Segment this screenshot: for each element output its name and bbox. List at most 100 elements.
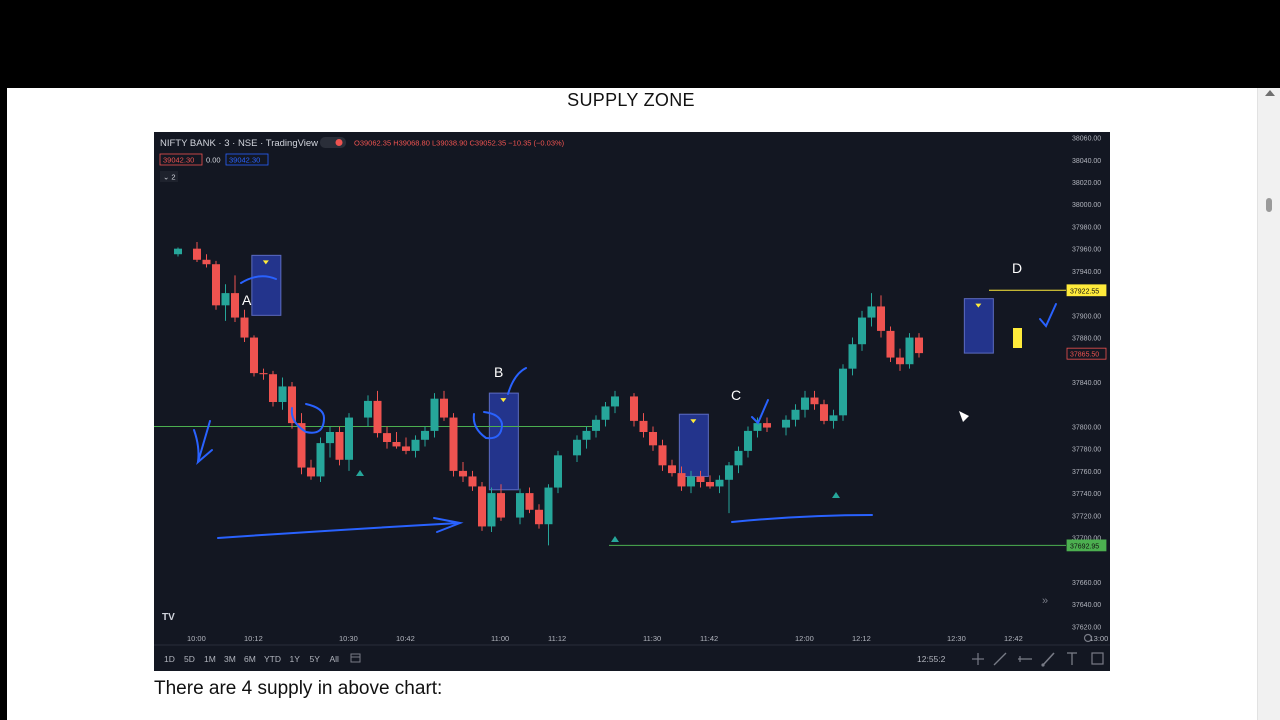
right-arrow-annotation	[217, 522, 460, 539]
settings-gear-icon[interactable]	[1083, 633, 1093, 643]
candle-body	[753, 423, 762, 431]
page-scrollbar[interactable]	[1257, 88, 1280, 720]
zone-markers	[262, 260, 1022, 542]
candle-body	[658, 445, 667, 466]
candle-body	[820, 404, 828, 421]
candle-body	[212, 264, 220, 306]
candle-body	[554, 455, 562, 488]
fullscreen-icon[interactable]	[1091, 652, 1104, 665]
candle-body	[269, 374, 277, 402]
candle-body	[259, 373, 268, 375]
scroll-up-arrow-icon[interactable]	[1265, 90, 1275, 96]
range-button-ytd[interactable]: YTD	[264, 654, 281, 664]
supply-zone-a[interactable]	[251, 254, 282, 316]
annotations: A B C D	[193, 260, 1057, 539]
range-button-5y[interactable]: 5Y	[310, 654, 321, 664]
time-tick-label: 11:30	[643, 634, 661, 643]
candle-body	[858, 317, 866, 345]
candle-body	[364, 400, 372, 418]
candle-body	[763, 423, 771, 428]
candle-body	[582, 430, 591, 440]
range-button-3m[interactable]: 3M	[224, 654, 236, 664]
candle-body	[402, 446, 410, 451]
price-tick-label: 37880.00	[1072, 336, 1101, 343]
supply-zone-c[interactable]	[678, 413, 709, 477]
price-tick-label: 37620.00	[1072, 624, 1101, 631]
video-top-bar	[0, 0, 1280, 88]
candle-body	[411, 439, 420, 451]
range-button-1y[interactable]: 1Y	[290, 654, 301, 664]
candle-body	[468, 476, 477, 487]
crosshair-icon[interactable]	[972, 653, 984, 665]
calendar-icon[interactable]	[350, 653, 361, 663]
candle-body	[886, 330, 895, 358]
tradingview-chart[interactable]: NIFTY BANK · 3 · NSE · TradingView O3906…	[154, 132, 1110, 671]
price-tick-label: 37640.00	[1072, 602, 1101, 609]
candle-body	[744, 430, 752, 451]
scroll-right-icon[interactable]: »	[1042, 595, 1048, 607]
collapse-button[interactable]	[160, 171, 178, 182]
price-tick-label: 37960.00	[1072, 247, 1101, 254]
candle-body	[782, 419, 790, 428]
candle-body	[487, 493, 496, 527]
price-tick-label: 37840.00	[1072, 380, 1101, 387]
candle-body	[915, 337, 923, 354]
brush-icon[interactable]	[1041, 652, 1055, 667]
price-tick-label: 37760.00	[1072, 469, 1101, 476]
time-tick-label: 12:00	[795, 634, 814, 643]
price-label-box	[1066, 539, 1107, 552]
price-label: 37922.55	[1070, 288, 1099, 295]
candle-body	[288, 386, 296, 424]
time-tick-label: 11:42	[700, 634, 718, 643]
candlestick-chart-svg[interactable]: NIFTY BANK · 3 · NSE · TradingView O3906…	[154, 132, 1110, 671]
zone-label-c: C	[731, 387, 741, 403]
candle-body	[525, 493, 534, 510]
candle-body	[316, 443, 325, 477]
candle-body	[829, 415, 838, 421]
candle-body	[839, 368, 847, 416]
candle-body	[601, 406, 610, 420]
candle-body	[573, 439, 581, 456]
price-label: 37865.50	[1070, 352, 1099, 359]
svg-text:»: »	[1042, 595, 1048, 607]
candle-body	[174, 248, 182, 255]
range-button-6m[interactable]: 6M	[244, 654, 256, 664]
range-button-5d[interactable]: 5D	[184, 654, 195, 664]
clock-label: 12:55:2	[917, 654, 946, 664]
range-button-1d[interactable]: 1D	[164, 654, 175, 664]
candle-body	[611, 396, 619, 407]
candle-body	[240, 317, 249, 338]
buy-price-box[interactable]	[225, 153, 269, 166]
price-tick-label: 37800.00	[1072, 424, 1101, 431]
supply-zones	[251, 254, 994, 491]
horizontal-line-icon[interactable]	[1018, 656, 1032, 662]
candle-body	[649, 432, 657, 446]
candle-body	[193, 248, 201, 260]
candle-body	[639, 420, 648, 432]
candle-body	[696, 476, 705, 482]
range-button-all[interactable]: All	[330, 654, 340, 664]
supply-zone-d[interactable]	[963, 298, 994, 354]
sell-price: 39042.30	[163, 156, 194, 165]
candle-body	[877, 306, 885, 331]
trendline-icon[interactable]	[993, 652, 1007, 666]
supply-zone-b[interactable]	[488, 392, 519, 491]
pen-stroke	[240, 275, 277, 284]
header-toggle[interactable]	[320, 137, 346, 148]
price-tick-label: 37980.00	[1072, 224, 1101, 231]
price-label-box	[1066, 284, 1107, 297]
text-tool-icon[interactable]	[1067, 652, 1077, 665]
range-button-1m[interactable]: 1M	[204, 654, 216, 664]
time-tick-label: 13:00	[1090, 634, 1109, 643]
caption-text: There are 4 supply in above chart:	[154, 678, 443, 699]
candle-body	[278, 386, 287, 402]
price-label-box	[1066, 347, 1107, 360]
candle-body	[326, 432, 334, 444]
price-tick-label: 37940.00	[1072, 269, 1101, 276]
candle-body	[383, 433, 391, 442]
sell-price-box[interactable]	[159, 153, 203, 166]
price-tick-label: 38040.00	[1072, 158, 1101, 165]
candle-body	[231, 293, 239, 318]
scroll-thumb[interactable]	[1266, 198, 1272, 212]
collapse-label: ⌄ 2	[163, 173, 176, 182]
